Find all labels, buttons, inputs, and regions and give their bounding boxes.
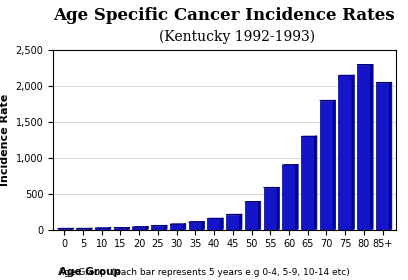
Polygon shape [315, 136, 317, 230]
Bar [320, 101, 333, 230]
Bar [245, 202, 258, 230]
Bar [301, 136, 315, 230]
Polygon shape [239, 214, 242, 230]
Bar [376, 83, 389, 230]
Polygon shape [183, 224, 186, 230]
Bar [339, 76, 352, 230]
Polygon shape [320, 100, 336, 101]
Polygon shape [109, 228, 111, 230]
Bar [207, 218, 221, 230]
Bar [282, 165, 296, 230]
Polygon shape [127, 227, 130, 230]
Bar [264, 188, 277, 230]
Bar [58, 228, 71, 230]
Polygon shape [151, 225, 167, 226]
Polygon shape [114, 227, 130, 228]
Polygon shape [258, 202, 261, 230]
Title: Age Specific Cancer Incidence Rates: Age Specific Cancer Incidence Rates [53, 7, 395, 24]
Bar [95, 228, 109, 230]
Polygon shape [352, 75, 355, 230]
Polygon shape [202, 222, 204, 230]
Polygon shape [90, 228, 92, 230]
Bar [151, 226, 165, 230]
Polygon shape [357, 64, 373, 65]
Bar [133, 227, 146, 230]
Bar [76, 228, 90, 230]
Bar [357, 65, 370, 230]
Polygon shape [296, 165, 298, 230]
Polygon shape [264, 187, 279, 188]
Polygon shape [333, 100, 336, 230]
Polygon shape [165, 225, 167, 230]
Polygon shape [277, 187, 279, 230]
Polygon shape [370, 64, 373, 230]
Polygon shape [71, 228, 73, 230]
Polygon shape [221, 218, 223, 230]
Bar [226, 214, 239, 230]
Bar [188, 222, 202, 230]
Text: (Kentucky 1992-1993): (Kentucky 1992-1993) [159, 29, 315, 44]
Y-axis label: Incidence Rate: Incidence Rate [0, 94, 10, 186]
Text: Age Group: Age Group [59, 267, 121, 277]
Bar [114, 228, 127, 230]
Polygon shape [146, 227, 149, 230]
Bar [170, 224, 183, 230]
Polygon shape [376, 82, 392, 83]
Polygon shape [339, 75, 355, 76]
Text: Age Group  (each bar represents 5 years e.g 0-4, 5-9, 10-14 etc): Age Group (each bar represents 5 years e… [58, 268, 350, 277]
Polygon shape [389, 82, 392, 230]
